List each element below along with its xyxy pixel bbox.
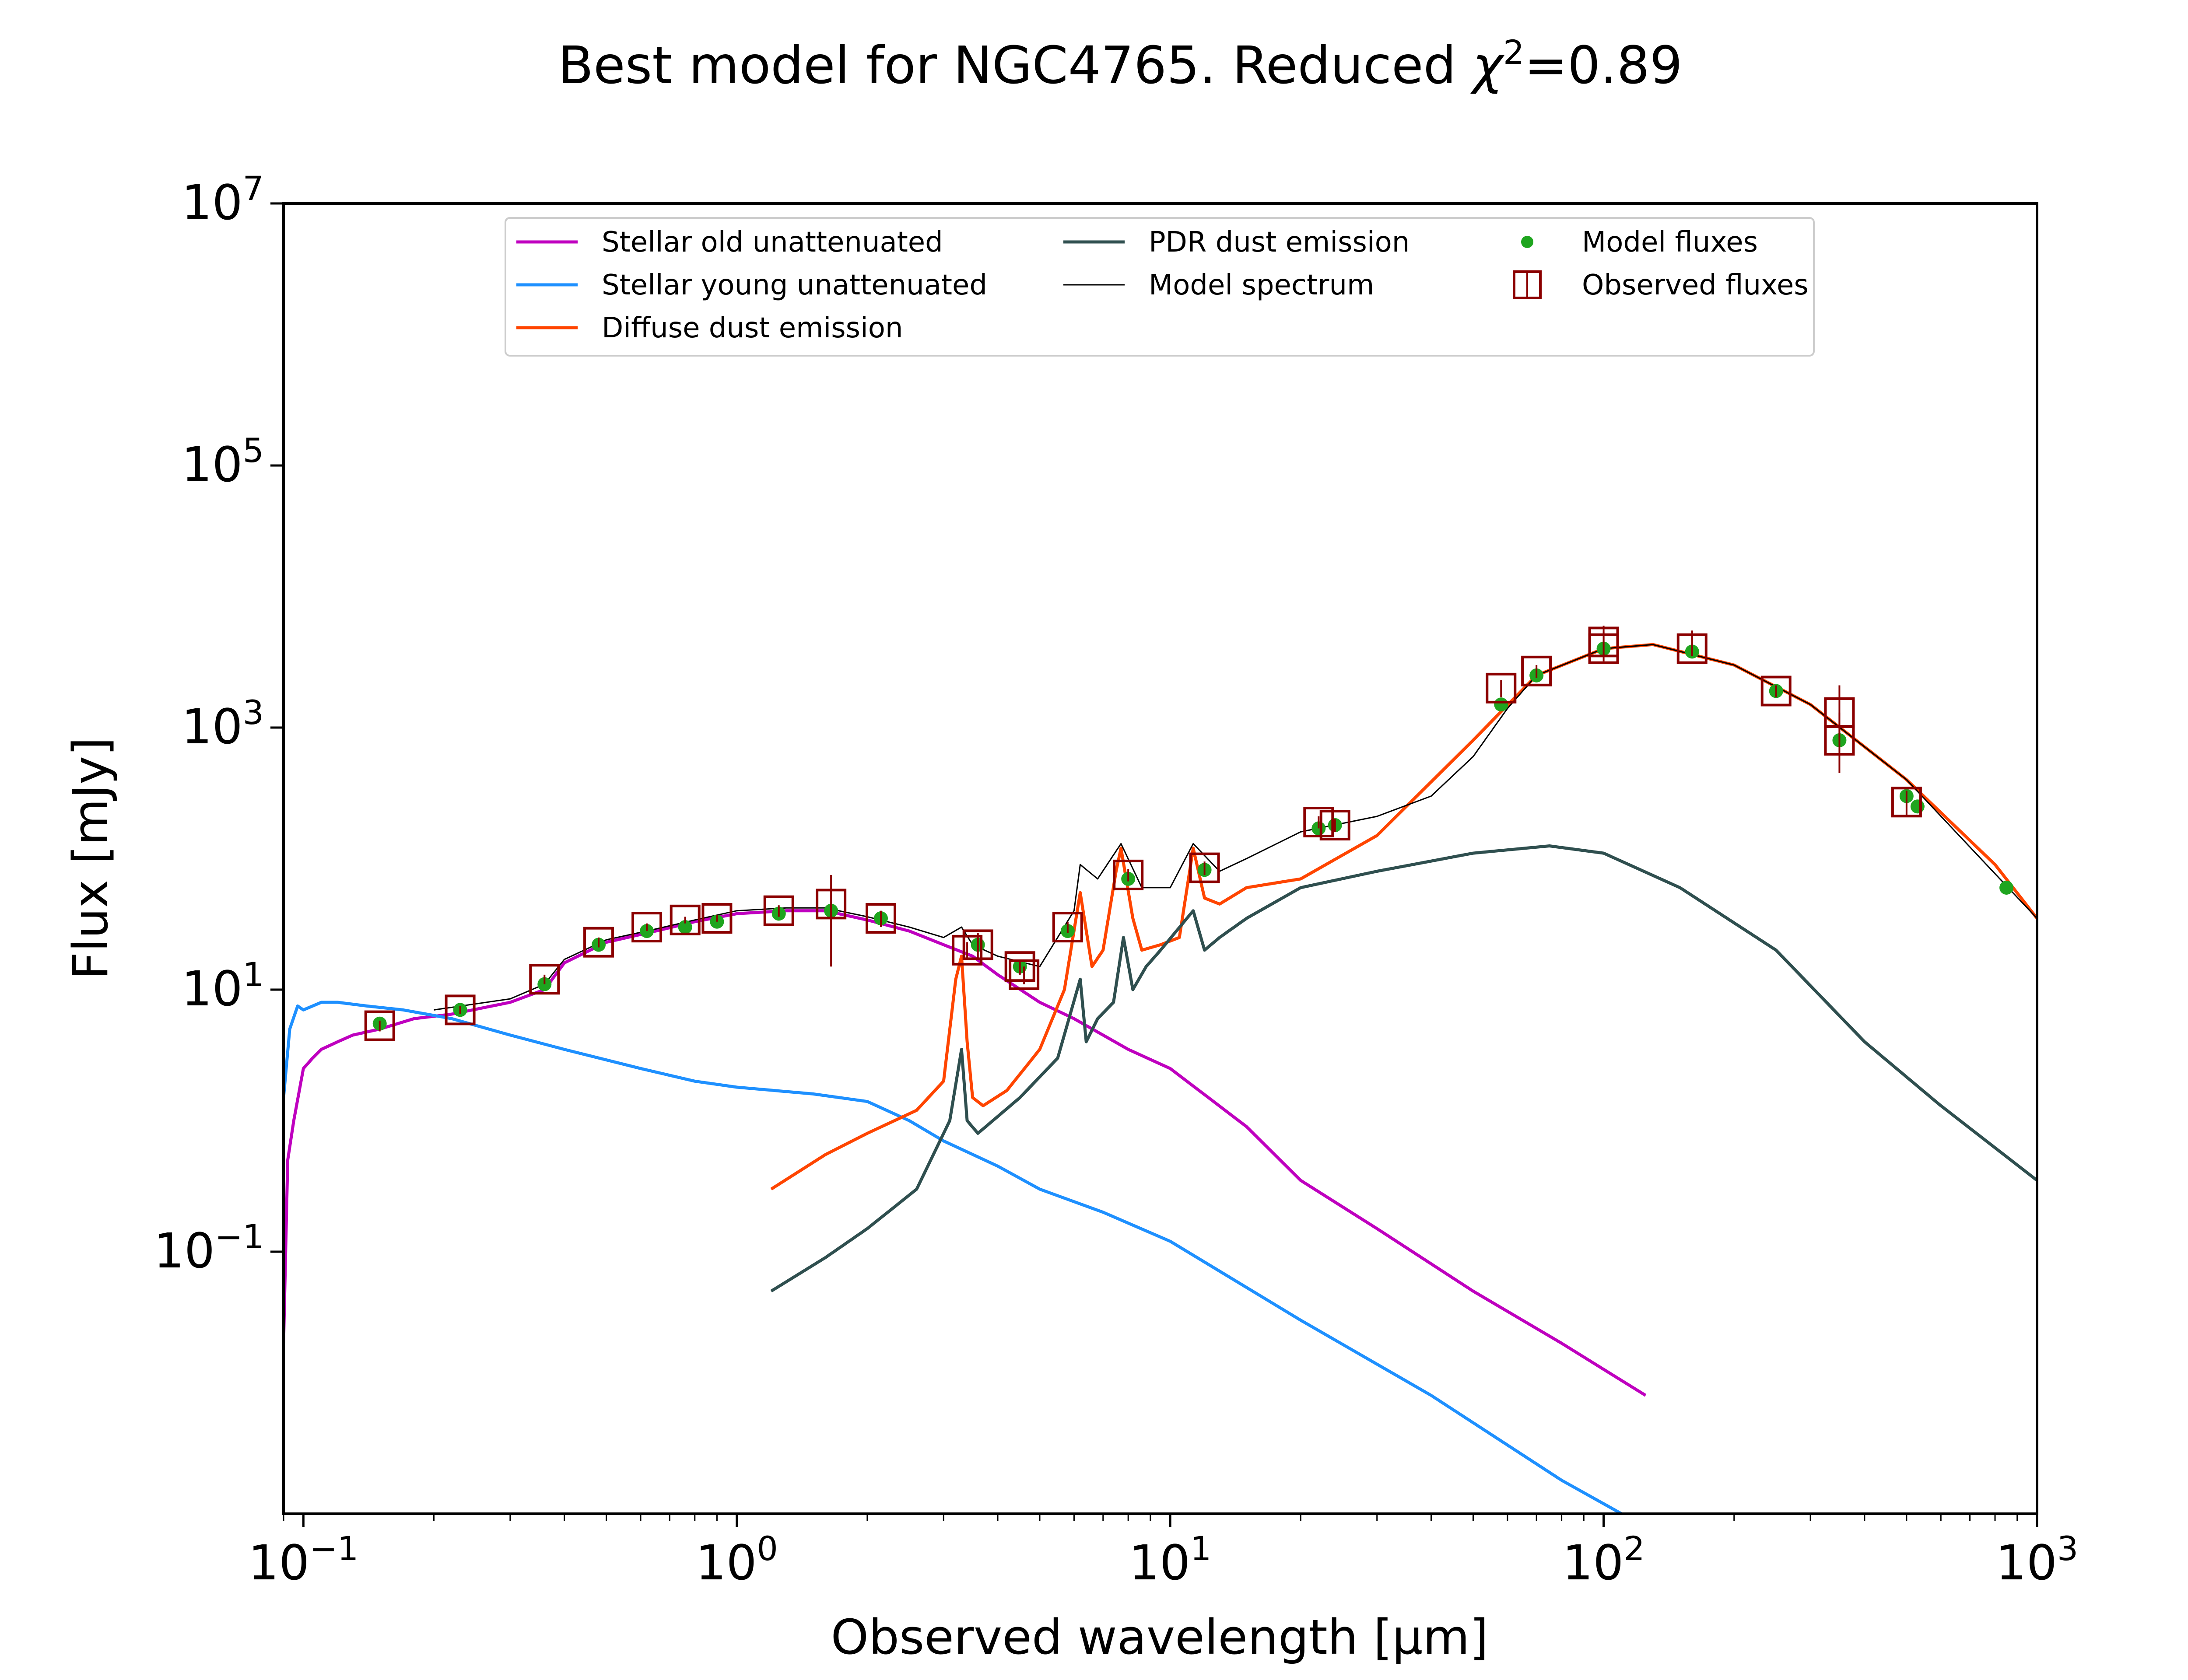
observed-flux-marker [1891, 787, 1922, 818]
y-axis-label: Flux [mJy] [63, 737, 119, 980]
legend-swatch-model-fluxes [1521, 236, 1533, 248]
y-tick-label: 105 [182, 431, 264, 493]
observed-flux-marker [1521, 655, 1552, 686]
x-tick-label: 102 [1562, 1529, 1645, 1591]
data-layer [284, 625, 2037, 1514]
legend-label-stellar-old-unattenuated: Stellar old unattenuated [602, 226, 943, 259]
y-tick-label: 101 [182, 955, 264, 1017]
plot-frame [282, 202, 2038, 1515]
legend-label-model-fluxes: Model fluxes [1582, 226, 1758, 259]
series-line-stellar-young-unattenuated [284, 1001, 1623, 1514]
observed-flux-marker [865, 903, 896, 934]
observed-flux-marker [962, 929, 993, 960]
observed-flux-marker [1303, 807, 1334, 838]
model-flux-point [1999, 880, 2014, 895]
observed-flux-marker [1004, 951, 1035, 982]
x-tick-label: 10−1 [248, 1529, 358, 1591]
series-stellar-old-unattenuated [284, 909, 1647, 1397]
observed-flux-marker [1113, 859, 1144, 890]
observed-flux-marker [1189, 852, 1220, 883]
legend-label-observed-fluxes: Observed fluxes [1582, 269, 1809, 301]
x-tick-label: 103 [1996, 1529, 2078, 1591]
series-line-stellar-old-unattenuated [284, 909, 1647, 1397]
y-axis: 10−1 101 103 105 107 [154, 169, 284, 1279]
observed-flux-marker [701, 903, 733, 934]
series-pdr-dust-emission [770, 844, 2037, 1293]
legend: Stellar old unattenuated Stellar young un… [505, 217, 1815, 357]
model-flux-point [678, 920, 692, 934]
series-line-pdr-dust-emission [770, 844, 2037, 1293]
observed-flux-marker [583, 927, 614, 958]
legend-label-model-spectrum: Model spectrum [1149, 269, 1374, 301]
observed-flux-marker [816, 889, 847, 920]
x-axis: 10−1 100 101 102 103 [248, 1514, 2078, 1591]
observed-flux-marker [631, 912, 663, 943]
observed-flux-marker [1588, 633, 1619, 664]
y-tick-label: 107 [182, 169, 264, 231]
observed-flux-marker [1760, 676, 1792, 707]
series-stellar-young-unattenuated [284, 1001, 1623, 1514]
legend-label-diffuse-dust-emission: Diffuse dust emission [602, 312, 903, 344]
legend-box [505, 217, 1815, 357]
legend-label-pdr-dust-emission: PDR dust emission [1149, 226, 1410, 259]
x-tick-label: 101 [1129, 1529, 1211, 1591]
model-flux-point [1910, 799, 1925, 814]
observed-flux-marker [1676, 633, 1708, 664]
legend-label-stellar-young-unattenuated: Stellar young unattenuated [602, 269, 987, 301]
y-tick-label: 10−1 [154, 1217, 264, 1279]
observed-flux-marker [1824, 725, 1855, 756]
observed-flux-marker [1052, 912, 1083, 943]
model-flux-point [1494, 697, 1508, 712]
x-axis-label: Observed wavelength [μm] [831, 1609, 1489, 1665]
y-tick-label: 103 [182, 693, 264, 755]
series-observed-fluxes [364, 625, 1922, 1041]
observed-flux-marker [445, 994, 476, 1026]
chart-title: Best model for NGC4765. Reduced χ2=0.89 [558, 33, 1683, 96]
observed-flux-marker [1486, 672, 1517, 704]
observed-flux-marker [1319, 810, 1350, 841]
observed-flux-marker [670, 904, 701, 935]
observed-flux-marker [529, 964, 560, 995]
x-tick-label: 100 [696, 1529, 778, 1591]
observed-flux-marker [763, 895, 794, 926]
observed-flux-marker [364, 1010, 395, 1041]
observed-flux-marker [1009, 959, 1040, 990]
observed-flux-marker [952, 934, 983, 966]
